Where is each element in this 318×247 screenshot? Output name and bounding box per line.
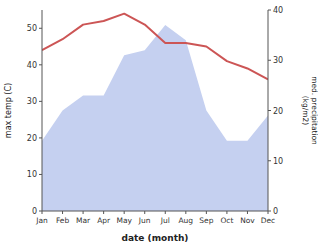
x-tick: [226, 211, 227, 214]
y2-tick-label: 40: [273, 6, 283, 15]
y-tick-label: 0: [32, 207, 37, 216]
x-tick-label: Nov: [240, 216, 255, 225]
x-tick-label: Dec: [261, 216, 276, 225]
y-tick-label: 50: [27, 24, 37, 33]
x-tick-label: Sep: [199, 216, 213, 225]
x-axis-label: date (month): [122, 233, 189, 243]
y-tick-label: 20: [27, 134, 37, 143]
x-tick-label: Aug: [178, 216, 193, 225]
temperature-line: [42, 14, 268, 80]
y-tick: [39, 28, 42, 29]
y-tick: [39, 101, 42, 102]
x-tick-label: Jan: [35, 216, 48, 225]
y-tick-label: 40: [27, 61, 37, 70]
precipitation-area: [42, 25, 268, 211]
x-axis-line: [42, 211, 268, 212]
x-tick-label: Jun: [138, 216, 151, 225]
y2-tick: [268, 211, 271, 212]
x-tick-label: Feb: [56, 216, 70, 225]
x-tick: [83, 211, 84, 214]
y-tick: [39, 137, 42, 138]
plot-area: [42, 14, 268, 211]
x-tick: [185, 211, 186, 214]
x-tick: [165, 211, 166, 214]
y2-tick: [268, 10, 271, 11]
x-tick-label: Jul: [160, 216, 170, 225]
y2-axis-label: med. precipitation(kg/m2): [301, 76, 318, 145]
x-tick: [144, 211, 145, 214]
x-tick: [247, 211, 248, 214]
x-tick: [62, 211, 63, 214]
chart: JanFebMarAprMayJunJulAugSepOctNovDec0102…: [0, 0, 318, 247]
y-tick-label: 10: [27, 170, 37, 179]
x-tick-label: Mar: [76, 216, 91, 225]
x-tick-label: Apr: [97, 216, 111, 225]
y-tick: [39, 64, 42, 65]
y-axis-line: [42, 10, 43, 211]
y2-tick-label: 20: [273, 107, 283, 116]
y2-axis-label-line: med. precipitation: [310, 76, 318, 145]
y2-tick-label: 30: [273, 56, 283, 65]
y2-tick: [268, 60, 271, 61]
y-tick-label: 30: [27, 97, 37, 106]
x-tick-label: May: [116, 216, 132, 225]
y-tick: [39, 211, 42, 212]
y2-tick-label: 10: [273, 157, 283, 166]
y2-tick: [268, 160, 271, 161]
x-tick: [103, 211, 104, 214]
y-axis-label: max temp (C): [4, 83, 13, 138]
x-tick: [124, 211, 125, 214]
y2-tick-label: 0: [273, 207, 278, 216]
y2-axis-label-line: (kg/m2): [301, 96, 310, 126]
x-tick: [206, 211, 207, 214]
y-tick: [39, 174, 42, 175]
y2-tick: [268, 110, 271, 111]
x-tick-label: Oct: [220, 216, 233, 225]
axes: JanFebMarAprMayJunJulAugSepOctNovDec0102…: [27, 6, 283, 225]
